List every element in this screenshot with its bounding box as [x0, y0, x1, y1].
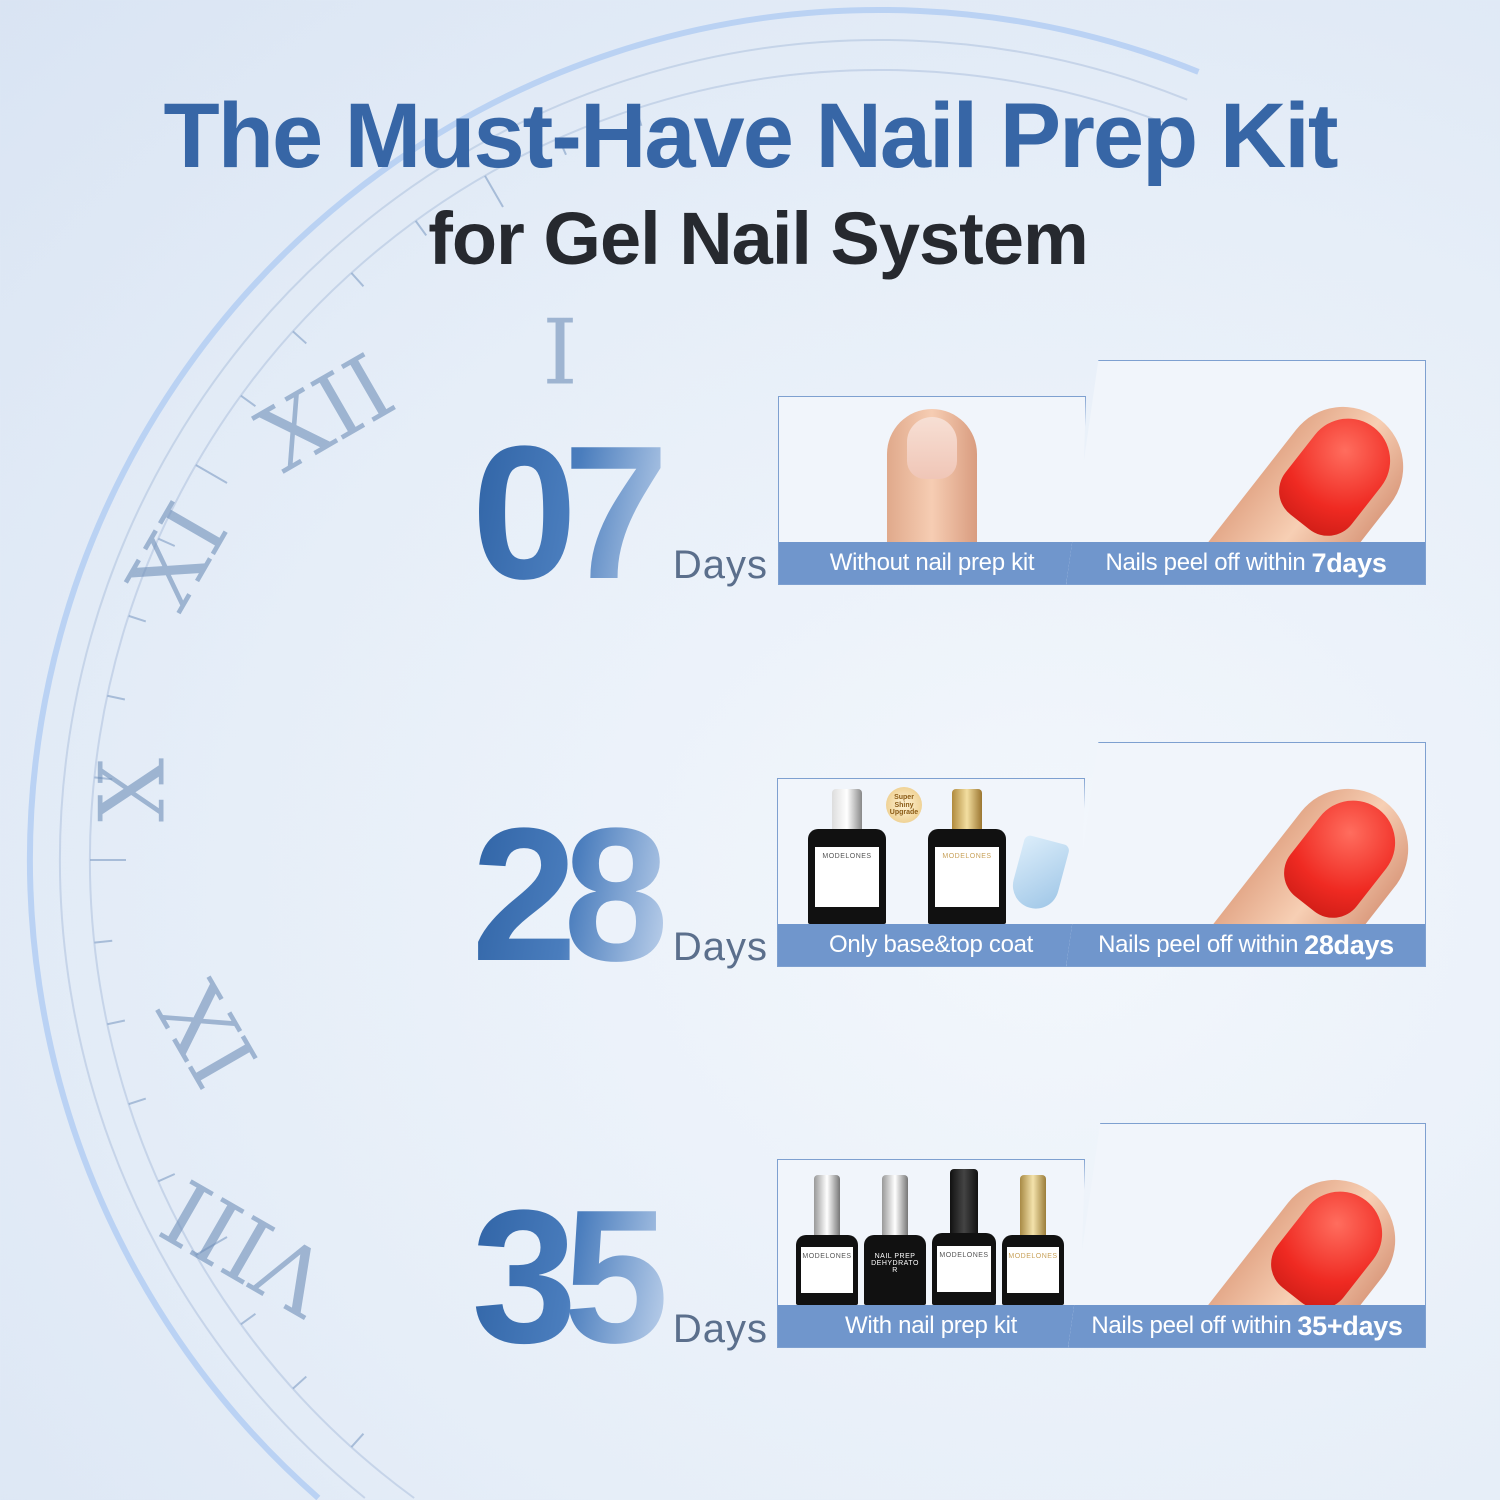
clock-numeral: I — [542, 300, 578, 405]
brand-label: MODELONES — [801, 1247, 853, 1293]
days-number-35: 35 — [472, 1182, 669, 1372]
clock-numeral: XII — [242, 335, 412, 494]
brand-label: MODELONES — [935, 846, 999, 907]
brand-label: MODELONES — [1007, 1247, 1059, 1293]
clock-tick — [350, 272, 365, 287]
clock-ring — [59, 39, 1188, 1499]
result-caption-bar: Nails peel off within 35+days — [1069, 1305, 1425, 1347]
super-shiny-badge: Super Shiny Upgrade — [886, 787, 922, 823]
days-counter-07: 07 Days — [472, 418, 768, 608]
clock-numeral: XI — [108, 487, 249, 626]
days-unit: Days — [672, 925, 768, 969]
base-top-coat-panel: MODELONES Super Shiny Upgrade MODELONES … — [777, 778, 1085, 967]
caption-bar: Only base&top coat — [778, 924, 1084, 966]
clock-numeral: IX — [138, 964, 279, 1103]
base-coat-bottle: MODELONES — [808, 789, 886, 924]
days-number-07: 07 — [472, 418, 669, 608]
clock-tick — [128, 614, 147, 623]
clock-tick — [94, 939, 113, 944]
clock-tick — [292, 330, 307, 345]
clock-ring — [26, 7, 1200, 1500]
clock-tick — [195, 464, 228, 484]
clock-ring — [89, 68, 1177, 1499]
caption-bar: Without nail prep kit — [779, 542, 1085, 584]
with-prep-kit-panel: MODELONES NAIL PREP DEHYDRATOR MODELONES… — [777, 1159, 1085, 1348]
result-caption: Nails peel off within — [1105, 549, 1306, 576]
clock-tick — [195, 1236, 228, 1256]
clock-numeral: VIII — [146, 1158, 348, 1335]
result-caption: Nails peel off within — [1091, 1312, 1292, 1339]
days-unit: Days — [672, 543, 768, 587]
result-caption-bar: Nails peel off within 28days — [1067, 924, 1425, 966]
result-emphasis: 28days — [1304, 929, 1394, 960]
clock-tick — [94, 776, 113, 781]
brand-label: MODELONES — [937, 1246, 991, 1292]
clock-tick — [157, 1173, 176, 1183]
days-counter-28: 28 Days — [472, 800, 768, 990]
days-counter-35: 35 Days — [472, 1182, 768, 1372]
page-title: The Must-Have Nail Prep Kit — [163, 85, 1339, 187]
shield-icon — [1007, 834, 1071, 914]
clock-tick — [107, 1019, 126, 1026]
clock-tick — [128, 1097, 147, 1106]
result-emphasis: 35+days — [1297, 1310, 1403, 1341]
result-emphasis: 7days — [1311, 547, 1387, 578]
page-subtitle: for Gel Nail System — [428, 197, 1089, 280]
clock-tick — [634, 108, 643, 127]
clock-tick — [240, 1312, 257, 1326]
clock-tick — [350, 1433, 365, 1448]
primer-bottle: MODELONES — [796, 1175, 858, 1305]
clock-tick — [414, 220, 428, 237]
dehydrator-bottle: NAIL PREP DEHYDRATOR — [864, 1175, 926, 1305]
dehydrator-label: NAIL PREP DEHYDRATOR — [869, 1247, 921, 1293]
result-caption-bar: Nails peel off within 7days — [1067, 542, 1425, 584]
result-28days-panel: Nails peel off within 28days — [1066, 742, 1426, 967]
clock-tick — [240, 394, 257, 408]
clock-tick — [157, 537, 176, 547]
days-unit: Days — [672, 1307, 768, 1351]
clock-tick — [484, 175, 504, 208]
top-bottle: MODELONES — [1002, 1175, 1064, 1305]
brand-label: MODELONES — [815, 846, 879, 907]
result-caption: Nails peel off within — [1098, 931, 1299, 958]
top-coat-bottle: MODELONES — [928, 789, 1006, 924]
days-number-28: 28 — [472, 800, 669, 990]
caption-bar: With nail prep kit — [778, 1305, 1084, 1347]
result-35days-panel: Nails peel off within 35+days — [1068, 1123, 1426, 1348]
without-prep-kit-panel: Without nail prep kit — [778, 396, 1086, 585]
base-bottle: MODELONES — [932, 1169, 996, 1305]
clock-tick — [557, 137, 567, 156]
clock-tick — [292, 1375, 307, 1390]
clock-tick — [107, 694, 126, 701]
result-7days-panel: Nails peel off within 7days — [1066, 360, 1426, 585]
clock-numeral: X — [80, 758, 185, 822]
